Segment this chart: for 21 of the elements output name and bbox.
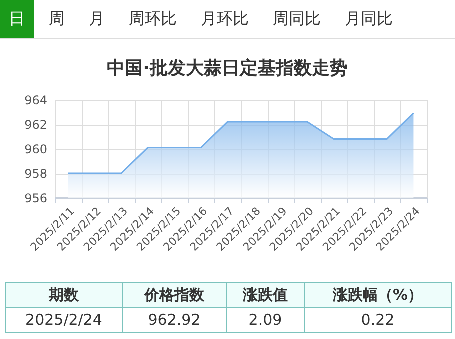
text: 涨跌幅（%） — [304, 282, 452, 308]
text: 周 — [48, 8, 66, 30]
text: 涨跌值 — [226, 282, 304, 308]
text: 月同比 — [344, 8, 394, 30]
y-tick-label: 962 — [24, 118, 48, 132]
text: 0.22 — [304, 308, 452, 332]
y-tick-label: 958 — [24, 167, 48, 181]
text: 月环比 — [200, 8, 250, 30]
y-tick-label: 960 — [24, 142, 48, 156]
text: 价格指数 — [122, 282, 226, 308]
y-tick-label: 964 — [24, 94, 48, 108]
text: 962.92 — [122, 308, 226, 332]
text: 期数 — [6, 282, 122, 308]
text: 2025/2/24 — [6, 308, 122, 332]
text: 周同比 — [272, 8, 322, 30]
y-tick-label: 956 — [24, 192, 48, 206]
chart-title: 中国·批发大蒜日定基指数走势 — [106, 57, 349, 80]
text: 2.09 — [226, 308, 304, 332]
text: 月 — [88, 8, 106, 30]
text: 日 — [0, 0, 34, 38]
text: 周环比 — [128, 8, 178, 30]
